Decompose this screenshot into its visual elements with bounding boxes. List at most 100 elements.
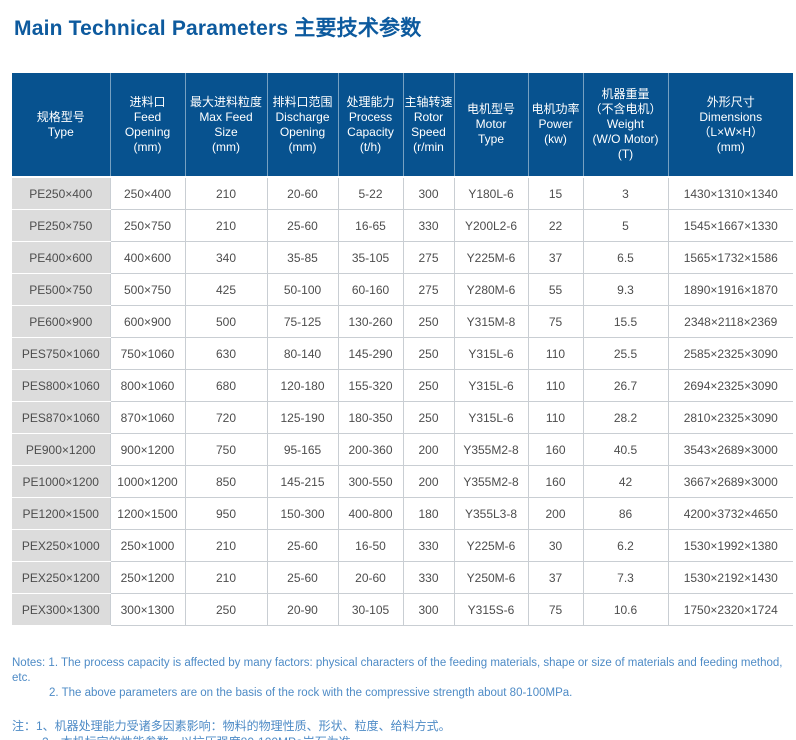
value-cell: 600×900 <box>109 305 186 338</box>
value-cell: 2585×2325×3090 <box>667 337 793 370</box>
table-row: PEX250×1200 250×1200 210 25-60 20-60 330 Y250M… <box>12 561 793 594</box>
table-row: PES800×1060 800×1060 680 120-180 155-320 250 Y… <box>12 369 793 402</box>
value-cell: 250 <box>402 305 455 338</box>
value-cell: 22 <box>527 209 584 242</box>
value-cell: 850 <box>184 465 268 498</box>
value-cell: 250 <box>402 337 455 370</box>
model-cell: PE900×1200 <box>12 433 111 466</box>
value-cell: 50-100 <box>266 273 339 306</box>
notes-english: Notes: 1. The process capacity is affect… <box>12 656 784 701</box>
value-cell: 55 <box>527 273 584 306</box>
value-cell: 250×400 <box>109 176 186 210</box>
value-cell: 125-190 <box>266 401 339 434</box>
value-cell: 2694×2325×3090 <box>667 369 793 402</box>
value-cell: 80-140 <box>266 337 339 370</box>
value-cell: 275 <box>402 273 455 306</box>
value-cell: Y315M-8 <box>453 305 529 338</box>
table-header: 规格型号 Type 进料口 Feed Opening (mm) 最大进料粒度 M… <box>12 73 793 178</box>
value-cell: 26.7 <box>582 369 669 402</box>
value-cell: Y225M-6 <box>453 529 529 562</box>
notes-chinese: 注：1、机器处理能力受诸多因素影响：物料的物理性质、形状、粒度、给料方式。 2、… <box>12 718 784 740</box>
page-title: Main Technical Parameters 主要技术参数 <box>14 17 422 40</box>
value-cell: 3 <box>582 176 669 210</box>
value-cell: 86 <box>582 497 669 530</box>
value-cell: 110 <box>527 337 584 370</box>
value-cell: 750 <box>184 433 268 466</box>
header-weight: 机器重量 （不含电机） Weight (W/O Motor) (T) <box>583 73 669 178</box>
value-cell: 60-160 <box>337 273 404 306</box>
value-cell: 210 <box>184 529 268 562</box>
value-cell: 1565×1732×1586 <box>667 241 793 274</box>
value-cell: 20-90 <box>266 593 339 626</box>
value-cell: Y200L2-6 <box>453 209 529 242</box>
table-row: PE250×400 250×400 210 20-60 5-22 300 Y180L-6 15… <box>12 176 793 210</box>
value-cell: 25-60 <box>266 561 339 594</box>
value-cell: 30 <box>527 529 584 562</box>
value-cell: 1200×1500 <box>109 497 186 530</box>
table-row: PE500×750 500×750 425 50-100 60-160 275 Y280M-… <box>12 273 793 306</box>
header-feed-opening: 进料口 Feed Opening (mm) <box>110 73 186 178</box>
header-dimensions: 外形尺寸 Dimensions （L×W×H） (mm) <box>668 73 793 178</box>
header-motor-type: 电机型号 Motor Type <box>454 73 529 178</box>
model-cell: PE250×750 <box>12 209 111 242</box>
header-row: 规格型号 Type 进料口 Feed Opening (mm) 最大进料粒度 M… <box>12 73 793 178</box>
value-cell: Y180L-6 <box>453 176 529 210</box>
model-cell: PE500×750 <box>12 273 111 306</box>
table-row: PES750×1060 750×1060 630 80-140 145-290 250 Y3… <box>12 337 793 370</box>
value-cell: 250×750 <box>109 209 186 242</box>
model-cell: PE250×400 <box>12 176 111 210</box>
value-cell: 95-165 <box>266 433 339 466</box>
value-cell: 25.5 <box>582 337 669 370</box>
value-cell: 300×1300 <box>109 593 186 626</box>
value-cell: 160 <box>527 433 584 466</box>
table-row: PE400×600 400×600 340 35-85 35-105 275 Y225M-6… <box>12 241 793 274</box>
value-cell: 15 <box>527 176 584 210</box>
value-cell: 200 <box>402 433 455 466</box>
value-cell: 3667×2689×3000 <box>667 465 793 498</box>
value-cell: 1750×2320×1724 <box>667 593 793 626</box>
value-cell: Y315L-6 <box>453 401 529 434</box>
value-cell: 28.2 <box>582 401 669 434</box>
value-cell: 200-360 <box>337 433 404 466</box>
header-type: 规格型号 Type <box>12 73 111 178</box>
value-cell: 130-260 <box>337 305 404 338</box>
table-row: PEX250×1000 250×1000 210 25-60 16-50 330 Y225M… <box>12 529 793 562</box>
model-cell: PEX300×1300 <box>12 593 111 626</box>
header-rotor-speed: 主轴转速 Rotor Speed (r/min <box>403 73 455 178</box>
value-cell: 800×1060 <box>109 369 186 402</box>
value-cell: 150-300 <box>266 497 339 530</box>
value-cell: 2348×2118×2369 <box>667 305 793 338</box>
model-cell: PE400×600 <box>12 241 111 274</box>
value-cell: 25-60 <box>266 529 339 562</box>
value-cell: 180-350 <box>337 401 404 434</box>
header-max-feed-size: 最大进料粒度 Max Feed Size (mm) <box>185 73 268 178</box>
table-row: PE600×900 600×900 500 75-125 130-260 250 Y315M… <box>12 305 793 338</box>
value-cell: Y250M-6 <box>453 561 529 594</box>
value-cell: 400×600 <box>109 241 186 274</box>
value-cell: 720 <box>184 401 268 434</box>
value-cell: 4200×3732×4650 <box>667 497 793 530</box>
header-power: 电机功率 Power (kw) <box>528 73 584 178</box>
value-cell: 3543×2689×3000 <box>667 433 793 466</box>
value-cell: 35-105 <box>337 241 404 274</box>
model-cell: PE1200×1500 <box>12 497 111 530</box>
value-cell: 16-50 <box>337 529 404 562</box>
value-cell: 5 <box>582 209 669 242</box>
value-cell: 330 <box>402 209 455 242</box>
value-cell: 1545×1667×1330 <box>667 209 793 242</box>
note-zh-line2: 2、本机标定的性能参数，以抗压强度80-100MPa岩石为准。 <box>12 734 784 740</box>
value-cell: 210 <box>184 209 268 242</box>
value-cell: 330 <box>402 561 455 594</box>
value-cell: 20-60 <box>266 176 339 210</box>
value-cell: 200 <box>527 497 584 530</box>
value-cell: 275 <box>402 241 455 274</box>
parameters-table: 规格型号 Type 进料口 Feed Opening (mm) 最大进料粒度 M… <box>12 73 793 626</box>
model-cell: PEX250×1200 <box>12 561 111 594</box>
value-cell: 37 <box>527 241 584 274</box>
value-cell: 10.6 <box>582 593 669 626</box>
value-cell: Y225M-6 <box>453 241 529 274</box>
value-cell: 500 <box>184 305 268 338</box>
model-cell: PES800×1060 <box>12 369 111 402</box>
value-cell: 900×1200 <box>109 433 186 466</box>
